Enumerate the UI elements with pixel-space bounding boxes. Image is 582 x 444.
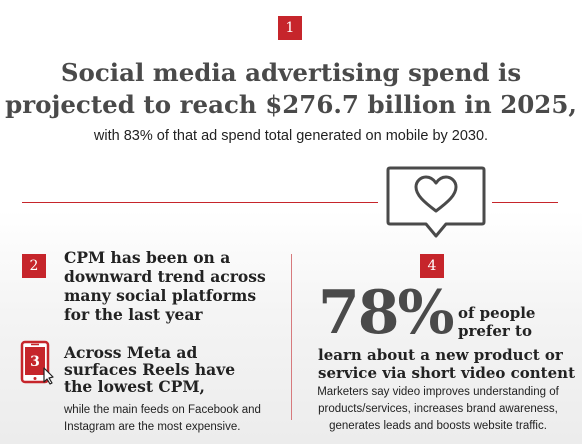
- meta-reels-text: Across Meta ad surfaces Reels have the l…: [64, 344, 235, 395]
- cpm-trend-text: CPM has been on a downward trend across …: [64, 248, 266, 324]
- meta-subtext: while the main feeds on Facebook and Ins…: [64, 402, 261, 436]
- headline-line-2: projected to reach $276.7 billion in 202…: [5, 90, 577, 119]
- meta-line: surfaces Reels have: [64, 360, 236, 379]
- percent-tail-line: of people: [458, 304, 536, 322]
- learn-line: learn about a new product or: [318, 346, 563, 364]
- meta-line: the lowest CPM,: [64, 377, 205, 396]
- step-badge-1: 1: [278, 16, 302, 40]
- learn-line: service via short video content: [318, 364, 575, 382]
- meta-sub-line: Instagram are the most expensive.: [64, 421, 241, 433]
- step-badge-3: 3: [30, 354, 40, 370]
- headline-line-1: Social media advertising spend is: [60, 58, 522, 87]
- percent-tail-line: prefer to: [458, 322, 532, 340]
- learn-sub-line: Marketers say video improves understandi…: [317, 386, 559, 398]
- step-badge-4: 4: [420, 254, 444, 278]
- subheadline: with 83% of that ad spend total generate…: [93, 128, 489, 144]
- marketers-subtext: Marketers say video improves understandi…: [306, 384, 570, 435]
- cpm-line: downward trend across: [64, 267, 266, 286]
- learn-sub-line: products/services, increases brand aware…: [318, 403, 558, 415]
- heart-speech-bubble-icon: [386, 166, 486, 238]
- column-divider: [291, 254, 292, 420]
- learn-product-text: learn about a new product or service via…: [318, 346, 575, 382]
- cpm-line: for the last year: [64, 305, 203, 324]
- smartphone-click-icon: 3: [20, 340, 54, 385]
- meta-sub-line: while the main feeds on Facebook and: [64, 404, 261, 416]
- cpm-line: many social platforms: [64, 286, 257, 305]
- meta-line: Across Meta ad: [64, 343, 198, 362]
- percent-tail-text: of people prefer to: [458, 304, 535, 340]
- big-percent-stat: 78%: [318, 278, 455, 348]
- learn-sub-line: generates leads and boosts website traff…: [329, 420, 547, 432]
- step-badge-2: 2: [22, 254, 46, 278]
- divider-right: [492, 202, 558, 203]
- cpm-line: CPM has been on a: [64, 248, 231, 267]
- divider-left: [22, 202, 378, 203]
